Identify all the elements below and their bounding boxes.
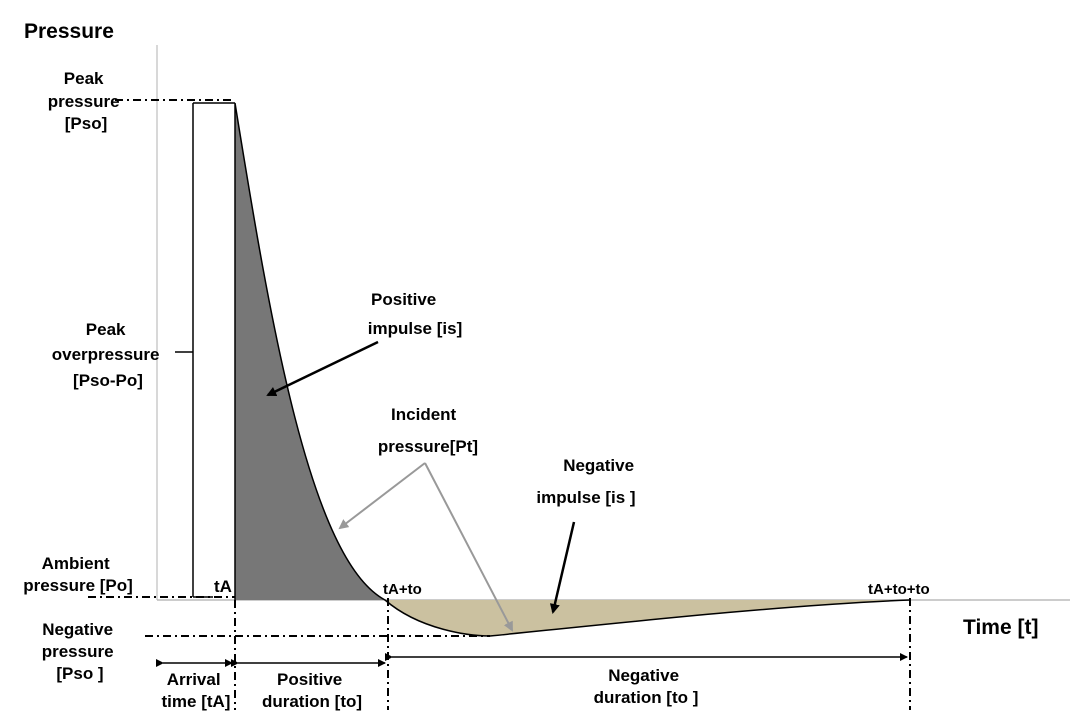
- ta-to-label: tA+to: [383, 581, 422, 598]
- arrival-time-label: Arrival time [tA]: [162, 670, 231, 711]
- pressure-curve: [234, 102, 911, 637]
- y-axis-title: Pressure: [24, 20, 114, 43]
- negative-pressure-label: Negative pressure [Pso ]: [42, 620, 119, 683]
- positive-impulse-area: [235, 103, 385, 600]
- incident-pointer-left: [338, 462, 426, 530]
- incident-pressure-label: Incident pressure[Pt]: [378, 405, 478, 456]
- peak-pressure-label: Peak pressure [Pso]: [48, 69, 125, 133]
- negative-impulse-area: [385, 600, 910, 636]
- positive-impulse-pointer: [266, 340, 379, 397]
- incident-pointer-right: [424, 462, 513, 632]
- peak-overpressure-label: Peak overpressure [Pso-Po]: [52, 320, 164, 390]
- negative-impulse-label: Negative impulse [is ]: [536, 456, 638, 507]
- ambient-pressure-label: Ambient pressure [Po]: [23, 554, 133, 595]
- negative-impulse-pointer: [549, 521, 576, 614]
- positive-duration-label: Positive duration [to]: [262, 670, 362, 711]
- ta-to-to-label: tA+to+to: [868, 581, 930, 598]
- negative-duration-label: Negative duration [to ]: [594, 666, 699, 707]
- ta-label: tA: [214, 577, 232, 596]
- positive-impulse-label: Positive impulse [is]: [368, 290, 462, 338]
- x-axis-title: Time [t]: [963, 616, 1038, 639]
